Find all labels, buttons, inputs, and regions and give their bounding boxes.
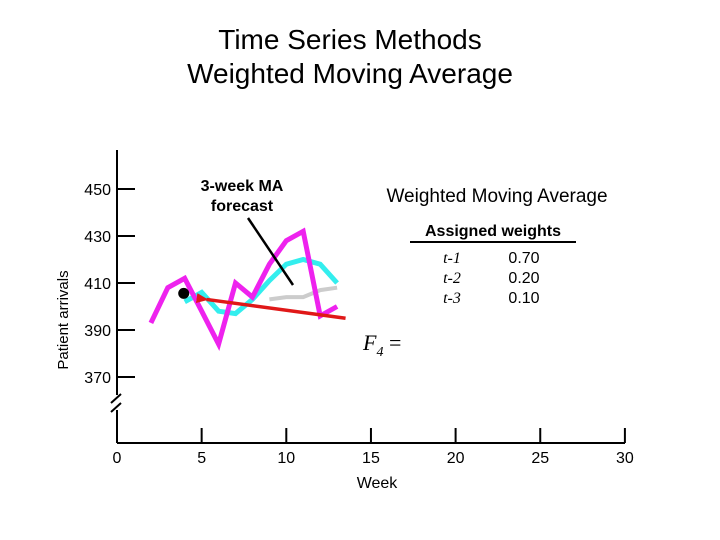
ma-label-line2: forecast xyxy=(211,198,274,215)
tick-layer: 370 390 410 430 450 0 5 10 15 20 25 30 xyxy=(84,182,634,467)
y-tick-label: 450 xyxy=(84,182,111,199)
highlight-point xyxy=(178,287,190,299)
wma-heading: Weighted Moving Average xyxy=(386,186,607,207)
slide-title-line1: Time Series Methods xyxy=(218,24,482,55)
formula-f4: F4 = xyxy=(362,330,401,360)
weight-period: t-1 xyxy=(443,250,461,267)
weight-value: 0.70 xyxy=(508,250,539,267)
x-tick-label: 25 xyxy=(531,450,549,467)
ma-label-pointer xyxy=(246,217,295,286)
forecast-arrow xyxy=(195,293,346,320)
weight-value: 0.10 xyxy=(508,290,539,307)
series-layer xyxy=(148,227,339,351)
x-tick-label: 5 xyxy=(197,450,206,467)
x-axis-title: Week xyxy=(357,475,399,492)
series-line-wma xyxy=(269,285,338,302)
x-tick-label: 20 xyxy=(447,450,465,467)
ma-label-line1: 3-week MA xyxy=(201,178,284,195)
y-tick-label: 430 xyxy=(84,229,111,246)
y-tick-label: 410 xyxy=(84,276,111,293)
x-tick-label: 0 xyxy=(113,450,122,467)
y-axis-title: Patient arrivals xyxy=(55,270,72,369)
slide-title-line2: Weighted Moving Average xyxy=(187,58,513,89)
y-tick-label: 370 xyxy=(84,370,111,387)
x-tick-label: 30 xyxy=(616,450,634,467)
x-tick-label: 10 xyxy=(277,450,295,467)
series-line-actual xyxy=(148,227,339,351)
weights-table: t-1 0.70 t-2 0.20 t-3 0.10 xyxy=(443,250,540,307)
y-tick-label: 390 xyxy=(84,323,111,340)
overlay-layer xyxy=(178,287,346,320)
weight-period: t-2 xyxy=(443,270,461,287)
y-axis-break-mark xyxy=(110,393,122,413)
weights-heading: Assigned weights xyxy=(425,223,561,240)
weight-value: 0.20 xyxy=(508,270,539,287)
weight-period: t-3 xyxy=(443,290,461,307)
x-tick-label: 15 xyxy=(362,450,380,467)
